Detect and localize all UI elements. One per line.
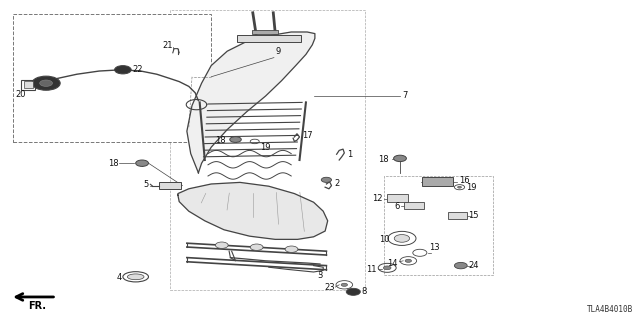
Text: 24: 24	[468, 261, 479, 270]
Circle shape	[388, 231, 416, 245]
Circle shape	[250, 244, 263, 250]
Bar	[404, 202, 424, 209]
Circle shape	[115, 66, 131, 74]
Text: 22: 22	[132, 65, 143, 74]
Bar	[448, 212, 467, 219]
Circle shape	[285, 246, 298, 252]
Circle shape	[454, 262, 467, 269]
Text: 13: 13	[429, 243, 440, 252]
Polygon shape	[178, 182, 328, 239]
Text: 5: 5	[143, 180, 148, 189]
Bar	[13, 14, 211, 142]
Bar	[21, 80, 35, 90]
Text: 18: 18	[378, 155, 389, 164]
Text: 4: 4	[116, 273, 122, 282]
Text: 18: 18	[108, 159, 118, 168]
Text: 19: 19	[260, 143, 271, 152]
Bar	[387, 194, 408, 202]
Bar	[422, 177, 453, 186]
Text: 15: 15	[468, 212, 479, 220]
Circle shape	[383, 266, 391, 270]
Text: 7: 7	[402, 92, 407, 100]
Circle shape	[405, 259, 412, 262]
Text: 1: 1	[347, 150, 352, 159]
Text: 2: 2	[334, 179, 339, 188]
Text: 3: 3	[317, 271, 323, 280]
Circle shape	[341, 283, 348, 286]
Circle shape	[321, 177, 332, 182]
Circle shape	[136, 160, 148, 166]
Text: 17: 17	[302, 132, 313, 140]
Text: 12: 12	[372, 194, 383, 203]
Bar	[237, 35, 301, 42]
Bar	[24, 81, 33, 88]
Circle shape	[346, 288, 360, 295]
Text: 21: 21	[163, 41, 173, 50]
Text: 9: 9	[275, 47, 280, 56]
Ellipse shape	[123, 272, 148, 282]
Circle shape	[458, 186, 461, 188]
Text: 18: 18	[214, 136, 225, 145]
Circle shape	[215, 242, 228, 248]
Text: 16: 16	[460, 176, 470, 185]
Circle shape	[394, 155, 406, 162]
Text: 10: 10	[379, 235, 389, 244]
Bar	[384, 176, 493, 275]
Circle shape	[230, 137, 241, 142]
Text: TLA4B4010B: TLA4B4010B	[588, 305, 634, 314]
Text: FR.: FR.	[28, 301, 46, 311]
Circle shape	[40, 80, 52, 86]
Circle shape	[394, 235, 410, 242]
Circle shape	[32, 76, 60, 90]
Text: 20: 20	[15, 90, 26, 99]
Text: 6: 6	[394, 202, 399, 211]
Ellipse shape	[127, 274, 144, 280]
Text: 8: 8	[361, 287, 366, 296]
Text: 14: 14	[388, 259, 398, 268]
Bar	[159, 182, 181, 189]
Polygon shape	[187, 32, 315, 173]
Text: 19: 19	[466, 183, 476, 192]
Bar	[170, 10, 365, 290]
Bar	[252, 30, 278, 34]
Text: 11: 11	[366, 265, 376, 274]
Text: 23: 23	[324, 284, 335, 292]
